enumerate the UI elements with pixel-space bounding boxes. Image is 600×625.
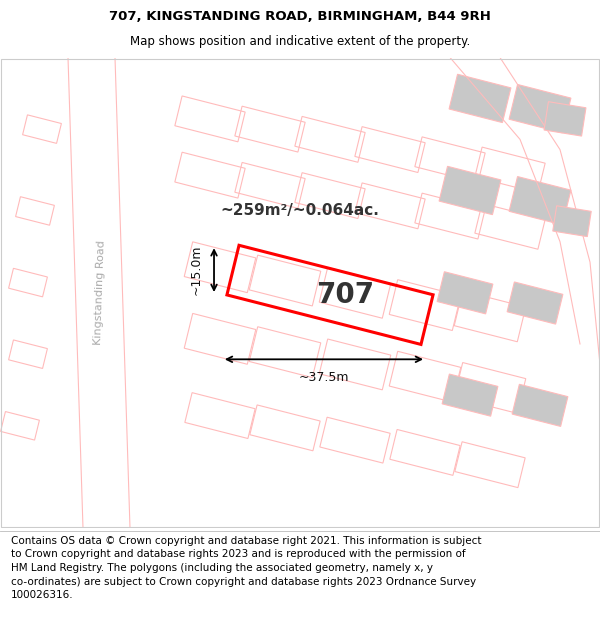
Text: 707: 707 bbox=[316, 281, 374, 309]
Text: ~37.5m: ~37.5m bbox=[299, 371, 349, 384]
Polygon shape bbox=[507, 282, 563, 324]
Text: Kingstanding Road: Kingstanding Road bbox=[93, 240, 107, 346]
Text: Contains OS data © Crown copyright and database right 2021. This information is : Contains OS data © Crown copyright and d… bbox=[11, 536, 481, 600]
Polygon shape bbox=[442, 374, 498, 416]
Polygon shape bbox=[509, 84, 571, 133]
Polygon shape bbox=[509, 176, 571, 225]
Polygon shape bbox=[553, 206, 591, 237]
Polygon shape bbox=[437, 272, 493, 314]
Text: Map shows position and indicative extent of the property.: Map shows position and indicative extent… bbox=[130, 35, 470, 48]
Polygon shape bbox=[439, 166, 501, 214]
Text: ~15.0m: ~15.0m bbox=[190, 245, 203, 296]
Polygon shape bbox=[512, 384, 568, 426]
Polygon shape bbox=[544, 102, 586, 136]
Text: 707, KINGSTANDING ROAD, BIRMINGHAM, B44 9RH: 707, KINGSTANDING ROAD, BIRMINGHAM, B44 … bbox=[109, 9, 491, 22]
Text: ~259m²/~0.064ac.: ~259m²/~0.064ac. bbox=[221, 204, 379, 219]
Polygon shape bbox=[449, 74, 511, 122]
